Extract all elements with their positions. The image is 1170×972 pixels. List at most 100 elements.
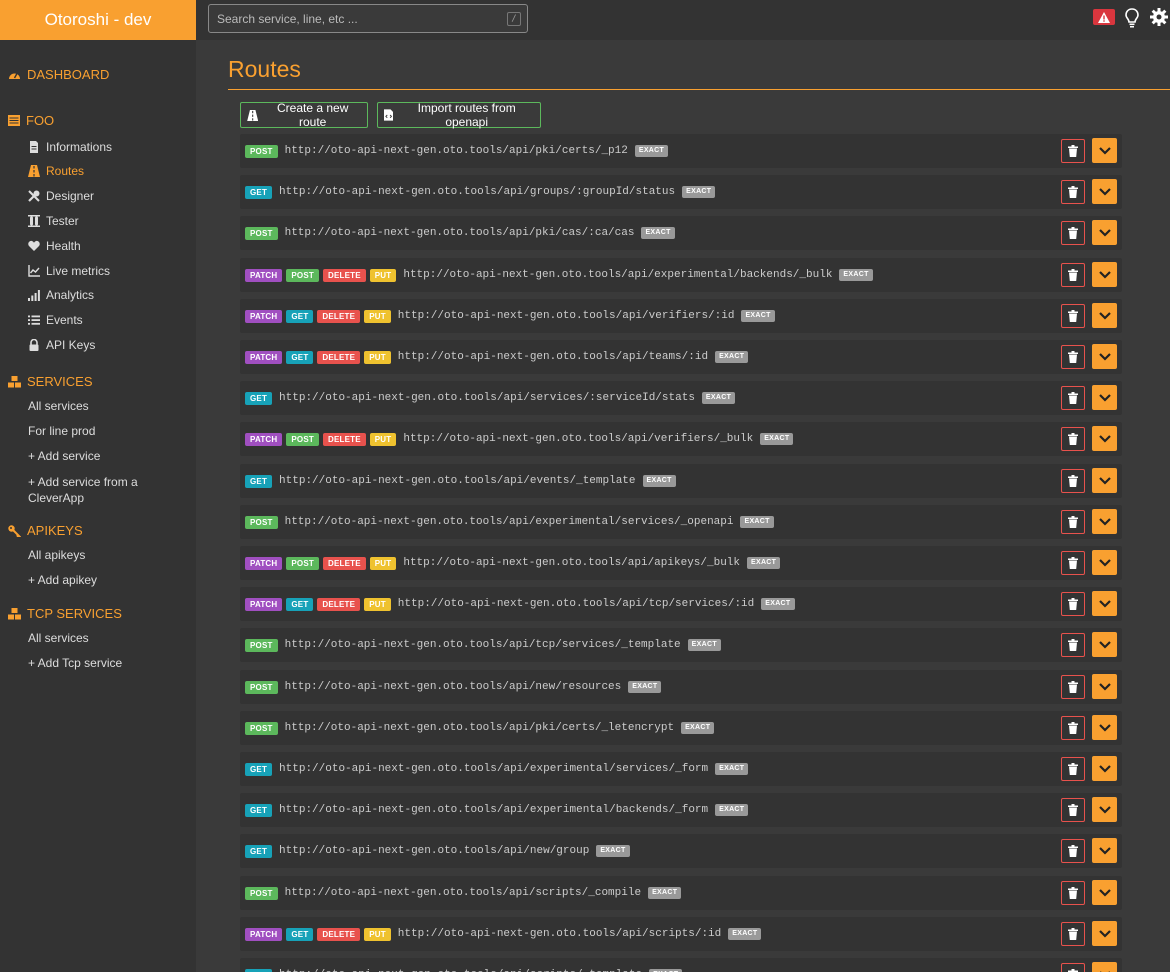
import-openapi-button[interactable]: Import routes from openapi: [377, 101, 541, 129]
sidebar-services-header[interactable]: SERVICES: [8, 374, 93, 389]
route-url[interactable]: http://oto-api-next-gen.oto.tools/api/tc…: [284, 639, 681, 651]
delete-route-button[interactable]: [1061, 221, 1085, 245]
route-row[interactable]: GET http://oto-api-next-gen.oto.tools/api…: [240, 381, 1122, 415]
delete-route-button[interactable]: [1061, 963, 1085, 972]
delete-route-button[interactable]: [1061, 304, 1085, 328]
expand-route-button[interactable]: [1092, 880, 1117, 905]
route-url[interactable]: http://oto-api-next-gen.oto.tools/api/ap…: [403, 557, 740, 569]
route-url[interactable]: http://oto-api-next-gen.oto.tools/api/gr…: [279, 186, 676, 198]
route-row[interactable]: POST http://oto-api-next-gen.oto.tools/ap…: [240, 876, 1122, 910]
delete-route-button[interactable]: [1061, 592, 1085, 616]
route-url[interactable]: http://oto-api-next-gen.oto.tools/api/sc…: [397, 928, 722, 940]
sidebar-item-health[interactable]: Health: [28, 239, 81, 253]
route-url[interactable]: http://oto-api-next-gen.oto.tools/api/sc…: [279, 969, 642, 972]
expand-route-button[interactable]: [1092, 303, 1117, 328]
sidebar-item-live-metrics[interactable]: Live metrics: [28, 264, 110, 278]
route-url[interactable]: http://oto-api-next-gen.oto.tools/api/se…: [279, 392, 695, 404]
expand-route-button[interactable]: [1092, 385, 1117, 410]
expand-route-button[interactable]: [1092, 591, 1117, 616]
route-row[interactable]: PATCH GET DELETE PUT http://oto-api-next-gen…: [240, 299, 1122, 333]
route-url[interactable]: http://oto-api-next-gen.oto.tools/api/ex…: [279, 804, 709, 816]
delete-route-button[interactable]: [1061, 469, 1085, 493]
sidebar-item-routes[interactable]: Routes: [28, 164, 84, 178]
expand-route-button[interactable]: [1092, 715, 1117, 740]
delete-route-button[interactable]: [1061, 345, 1085, 369]
expand-route-button[interactable]: [1092, 797, 1117, 822]
route-row[interactable]: PATCH POST DELETE PUT http://oto-api-next-ge…: [240, 258, 1122, 292]
delete-route-button[interactable]: [1061, 922, 1085, 946]
gear-icon[interactable]: [1150, 8, 1168, 26]
sidebar-item-all-tcp-services[interactable]: All services: [28, 631, 89, 645]
sidebar-tcp-header[interactable]: TCP SERVICES: [8, 606, 122, 621]
delete-route-button[interactable]: [1061, 881, 1085, 905]
sidebar-item-add-service-cleverapp[interactable]: + Add service from a CleverApp: [28, 474, 178, 506]
route-url[interactable]: http://oto-api-next-gen.oto.tools/api/pk…: [284, 227, 635, 239]
expand-route-button[interactable]: [1092, 426, 1117, 451]
route-url[interactable]: http://oto-api-next-gen.oto.tools/api/tc…: [397, 598, 755, 610]
sidebar-dashboard[interactable]: DASHBOARD: [8, 67, 109, 82]
sidebar-item-informations[interactable]: Informations: [28, 140, 112, 154]
route-row[interactable]: POST http://oto-api-next-gen.oto.tools/ap…: [240, 670, 1122, 704]
lightbulb-icon[interactable]: [1124, 8, 1140, 28]
sidebar-item-events[interactable]: Events: [28, 313, 83, 327]
alerts-button[interactable]: [1093, 9, 1115, 25]
route-row[interactable]: GET http://oto-api-next-gen.oto.tools/api…: [240, 752, 1122, 786]
sidebar-item-add-tcp-service[interactable]: + Add Tcp service: [28, 656, 122, 670]
sidebar-group-foo[interactable]: FOO: [8, 113, 54, 128]
expand-route-button[interactable]: [1092, 220, 1117, 245]
delete-route-button[interactable]: [1061, 263, 1085, 287]
route-url[interactable]: http://oto-api-next-gen.oto.tools/api/ne…: [284, 681, 622, 693]
route-row[interactable]: POST http://oto-api-next-gen.oto.tools/ap…: [240, 628, 1122, 662]
delete-route-button[interactable]: [1061, 839, 1085, 863]
expand-route-button[interactable]: [1092, 550, 1117, 575]
delete-route-button[interactable]: [1061, 510, 1085, 534]
route-row[interactable]: GET http://oto-api-next-gen.oto.tools/api…: [240, 958, 1122, 972]
route-row[interactable]: POST http://oto-api-next-gen.oto.tools/ap…: [240, 216, 1122, 250]
sidebar-item-tester[interactable]: Tester: [28, 214, 79, 228]
route-row[interactable]: PATCH GET DELETE PUT http://oto-api-next-gen…: [240, 340, 1122, 374]
expand-route-button[interactable]: [1092, 756, 1117, 781]
route-url[interactable]: http://oto-api-next-gen.oto.tools/api/ex…: [284, 516, 734, 528]
search-input[interactable]: [209, 5, 501, 32]
route-row[interactable]: POST http://oto-api-next-gen.oto.tools/ap…: [240, 134, 1122, 168]
sidebar-item-add-service[interactable]: + Add service: [28, 449, 100, 463]
sidebar-item-all-apikeys[interactable]: All apikeys: [28, 548, 85, 562]
expand-route-button[interactable]: [1092, 632, 1117, 657]
create-route-button[interactable]: Create a new route: [240, 101, 368, 129]
route-url[interactable]: http://oto-api-next-gen.oto.tools/api/ex…: [279, 763, 709, 775]
route-url[interactable]: http://oto-api-next-gen.oto.tools/api/ne…: [279, 845, 590, 857]
sidebar-item-api-keys[interactable]: API Keys: [28, 338, 95, 352]
sidebar-item-all-services[interactable]: All services: [28, 399, 89, 413]
sidebar-item-analytics[interactable]: Analytics: [28, 288, 94, 302]
delete-route-button[interactable]: [1061, 675, 1085, 699]
route-row[interactable]: PATCH GET DELETE PUT http://oto-api-next-gen…: [240, 587, 1122, 621]
expand-route-button[interactable]: [1092, 838, 1117, 863]
expand-route-button[interactable]: [1092, 179, 1117, 204]
delete-route-button[interactable]: [1061, 180, 1085, 204]
route-url[interactable]: http://oto-api-next-gen.oto.tools/api/sc…: [284, 887, 642, 899]
expand-route-button[interactable]: [1092, 921, 1117, 946]
delete-route-button[interactable]: [1061, 757, 1085, 781]
search-box[interactable]: /: [208, 4, 528, 33]
expand-route-button[interactable]: [1092, 262, 1117, 287]
expand-route-button[interactable]: [1092, 468, 1117, 493]
route-row[interactable]: GET http://oto-api-next-gen.oto.tools/api…: [240, 793, 1122, 827]
route-url[interactable]: http://oto-api-next-gen.oto.tools/api/pk…: [284, 145, 628, 157]
expand-route-button[interactable]: [1092, 344, 1117, 369]
route-row[interactable]: POST http://oto-api-next-gen.oto.tools/ap…: [240, 505, 1122, 539]
route-row[interactable]: PATCH GET DELETE PUT http://oto-api-next-gen…: [240, 917, 1122, 951]
route-url[interactable]: http://oto-api-next-gen.oto.tools/api/ex…: [403, 269, 833, 281]
route-row[interactable]: PATCH POST DELETE PUT http://oto-api-next-ge…: [240, 422, 1122, 456]
expand-route-button[interactable]: [1092, 674, 1117, 699]
route-row[interactable]: POST http://oto-api-next-gen.oto.tools/ap…: [240, 711, 1122, 745]
sidebar-item-add-apikey[interactable]: + Add apikey: [28, 573, 97, 587]
expand-route-button[interactable]: [1092, 509, 1117, 534]
brand-title[interactable]: Otoroshi - dev: [0, 0, 196, 40]
expand-route-button[interactable]: [1092, 138, 1117, 163]
sidebar-item-designer[interactable]: Designer: [28, 189, 94, 203]
route-row[interactable]: GET http://oto-api-next-gen.oto.tools/api…: [240, 175, 1122, 209]
sidebar-item-line-prod[interactable]: For line prod: [28, 424, 95, 438]
expand-route-button[interactable]: [1092, 962, 1117, 972]
delete-route-button[interactable]: [1061, 386, 1085, 410]
route-row[interactable]: PATCH POST DELETE PUT http://oto-api-next-ge…: [240, 546, 1122, 580]
